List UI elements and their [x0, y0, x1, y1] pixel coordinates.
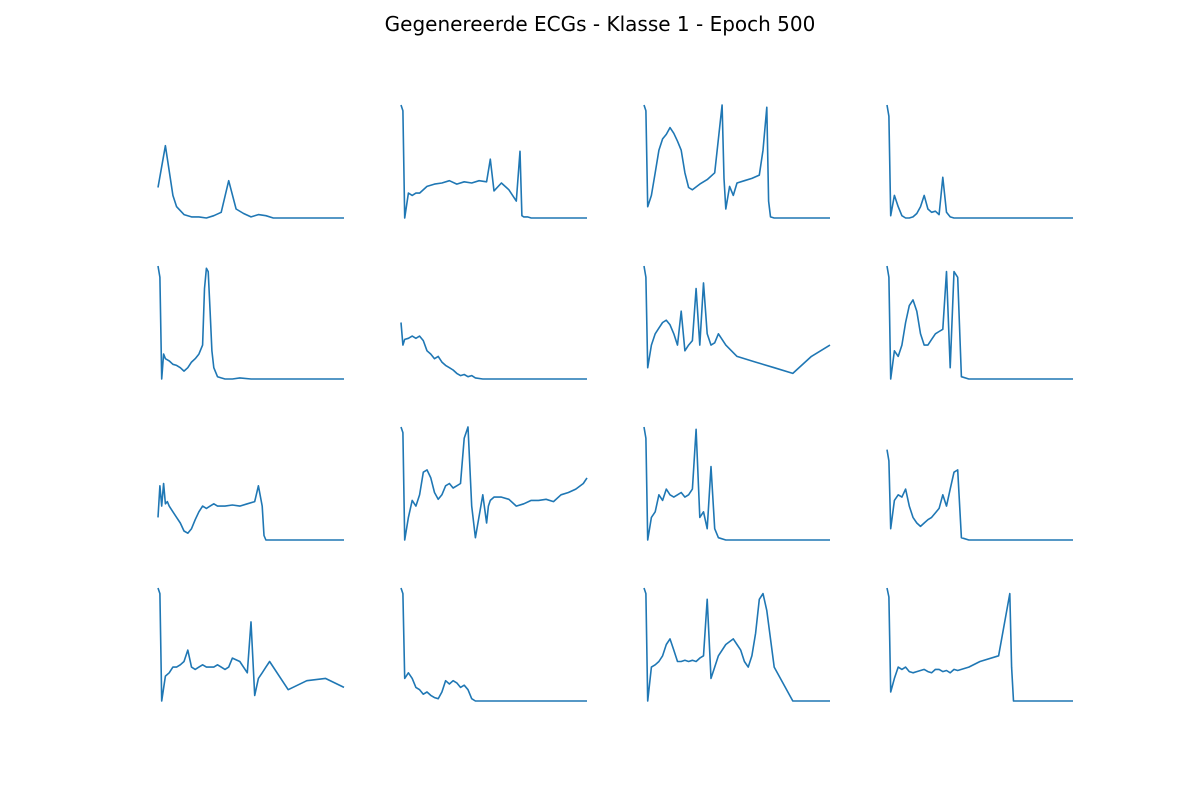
ecg-subplot-12 [886, 449, 1073, 541]
ecg-series-line [643, 104, 830, 219]
ecg-subplot-13 [157, 587, 345, 702]
ecg-series-line [157, 265, 344, 380]
ecg-subplot-5 [157, 265, 344, 380]
ecg-series-line [886, 265, 1073, 380]
ecg-subplot-7 [643, 265, 831, 375]
ecg-subplot-8 [886, 265, 1073, 380]
ecg-series-line [400, 426, 588, 541]
ecg-subplot-11 [643, 426, 830, 541]
ecg-subplot-10 [400, 426, 588, 541]
ecg-subplot-14 [400, 587, 587, 702]
ecg-series-line [886, 104, 1073, 219]
ecg-subplot-9 [157, 482, 344, 541]
ecg-series-line [157, 144, 344, 219]
ecg-series-line [886, 449, 1073, 541]
ecg-subplot-16 [886, 587, 1073, 702]
ecg-subplot-15 [643, 587, 830, 702]
ecg-subplot-6 [400, 322, 587, 380]
ecg-series-line [400, 587, 587, 702]
ecg-series-line [157, 587, 345, 702]
ecg-subplot-2 [400, 104, 587, 219]
ecg-subplot-1 [157, 144, 344, 219]
ecg-series-line [400, 104, 587, 219]
ecg-series-line [886, 587, 1073, 702]
ecg-subplot-3 [643, 104, 830, 219]
ecg-series-line [643, 587, 830, 702]
figure-title: Gegenereerde ECGs - Klasse 1 - Epoch 500 [384, 12, 816, 36]
ecg-series-line [157, 482, 344, 541]
ecg-series-line [643, 426, 830, 541]
ecg-series-line [400, 322, 587, 380]
ecg-series-line [643, 265, 831, 375]
ecg-subplot-4 [886, 104, 1073, 219]
